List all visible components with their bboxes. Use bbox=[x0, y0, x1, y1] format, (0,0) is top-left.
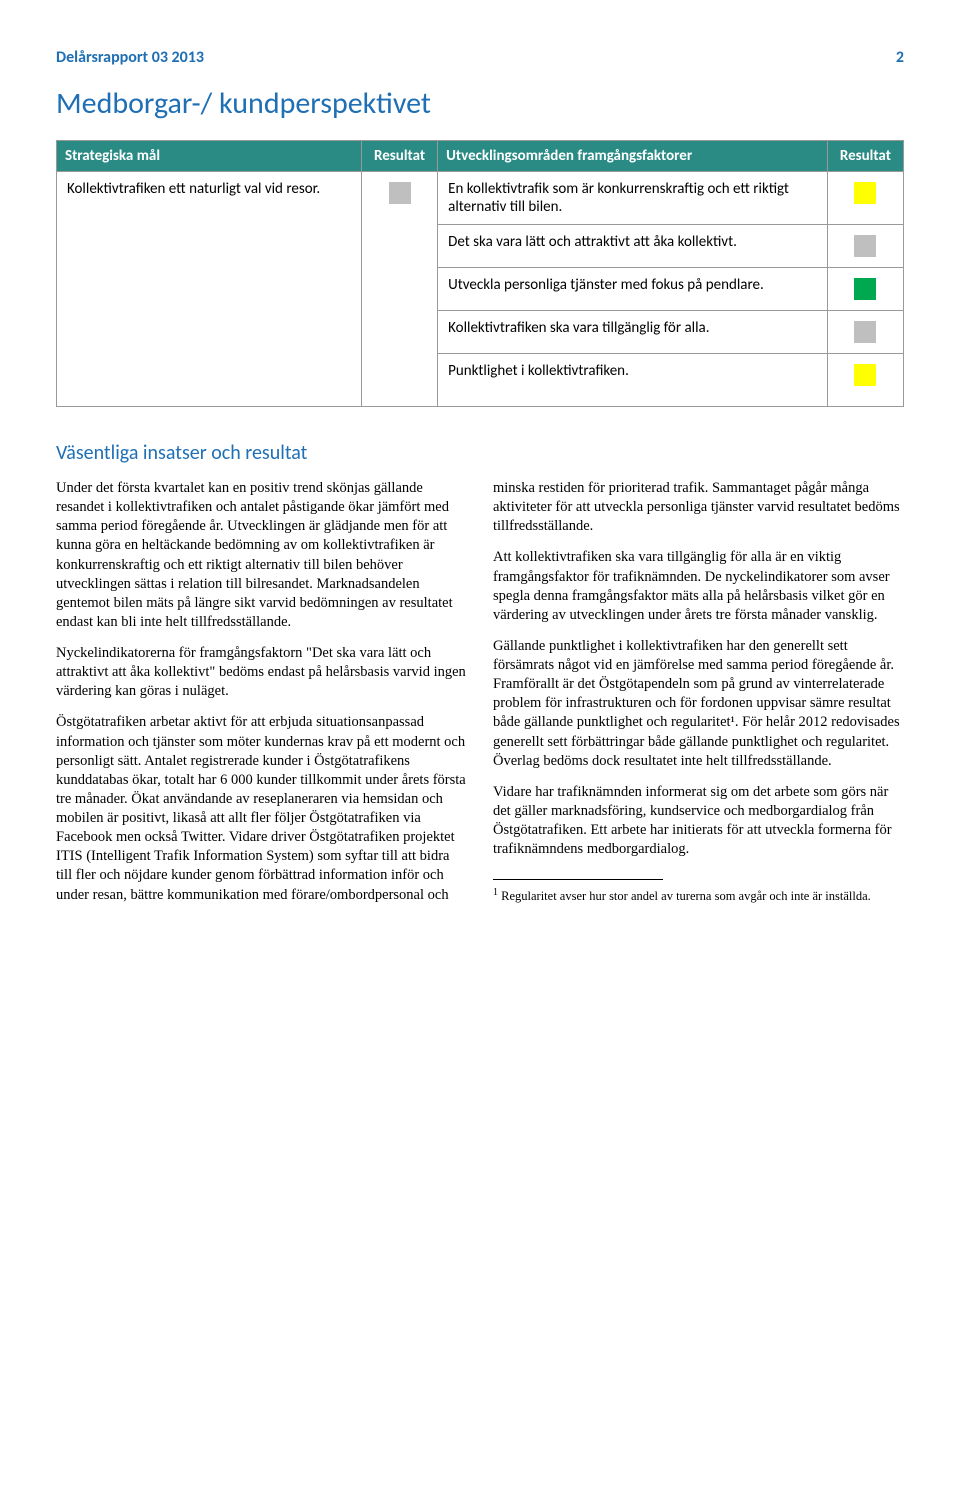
status-swatch bbox=[389, 182, 411, 204]
page: Delårsrapport 03 2013 2 Medborgar-/ kund… bbox=[0, 0, 960, 957]
goals-matrix: Strategiska mål Resultat Utvecklingsområ… bbox=[56, 140, 904, 407]
page-number: 2 bbox=[896, 48, 904, 67]
factor-result-swatch-cell bbox=[827, 172, 903, 225]
body-paragraph: Under det första kvartalet kan en positi… bbox=[56, 479, 467, 632]
factor-result-swatch-cell bbox=[827, 268, 903, 311]
factor-result-swatch-cell bbox=[827, 354, 903, 407]
footnote-text: Regularitet avser hur stor andel av ture… bbox=[501, 889, 871, 903]
factor-cell: Utveckla personliga tjänster med fokus p… bbox=[438, 268, 828, 311]
body-paragraph: Nyckelindikatorerna för framgångsfaktorn… bbox=[56, 644, 467, 701]
col-factors: Utvecklingsområden framgångsfaktorer bbox=[438, 141, 828, 172]
status-swatch bbox=[854, 364, 876, 386]
factor-result-swatch-cell bbox=[827, 225, 903, 268]
col-result-2: Resultat bbox=[827, 141, 903, 172]
running-header: Delårsrapport 03 2013 2 bbox=[56, 48, 904, 67]
body-paragraph: minska restiden för prioriterad trafik. … bbox=[493, 479, 904, 536]
table-row: Kollektivtrafiken ett naturligt val vid … bbox=[57, 172, 904, 225]
factor-cell: Kollektivtrafiken ska vara tillgänglig f… bbox=[438, 311, 828, 354]
body-paragraph: Vidare har trafiknämnden informerat sig … bbox=[493, 783, 904, 860]
status-swatch bbox=[854, 321, 876, 343]
body-paragraph: Att kollektivtrafiken ska vara tillgängl… bbox=[493, 548, 904, 625]
col-result-1: Resultat bbox=[361, 141, 437, 172]
status-swatch bbox=[854, 235, 876, 257]
strategic-goal-cell: Kollektivtrafiken ett naturligt val vid … bbox=[57, 172, 362, 407]
body-col-right: minska restiden för prioriterad trafik. … bbox=[493, 479, 904, 917]
factor-cell: Punktlighet i kollektivtrafiken. bbox=[438, 354, 828, 407]
status-swatch bbox=[854, 278, 876, 300]
doc-title: Delårsrapport 03 2013 bbox=[56, 48, 204, 67]
body-paragraph: Östgötatrafiken arbetar aktivt för att e… bbox=[56, 713, 467, 904]
footnote-marker: 1 bbox=[493, 887, 498, 898]
status-swatch bbox=[854, 182, 876, 204]
section-title: Medborgar-/ kundperspektivet bbox=[56, 85, 904, 122]
factor-cell: Det ska vara lätt och attraktivt att åka… bbox=[438, 225, 828, 268]
body-paragraph: Gällande punktlighet i kollektivtrafiken… bbox=[493, 637, 904, 771]
subheading: Väsentliga insatser och resultat bbox=[56, 441, 904, 465]
factor-cell: En kollektivtrafik som är konkurrenskraf… bbox=[438, 172, 828, 225]
factor-result-swatch-cell bbox=[827, 311, 903, 354]
body-col-left: Under det första kvartalet kan en positi… bbox=[56, 479, 467, 917]
table-header-row: Strategiska mål Resultat Utvecklingsområ… bbox=[57, 141, 904, 172]
strategic-result-swatch-cell bbox=[361, 172, 437, 407]
footnote-separator bbox=[493, 879, 663, 880]
footnote: 1 Regularitet avser hur stor andel av tu… bbox=[493, 886, 904, 904]
body-columns: Under det första kvartalet kan en positi… bbox=[56, 479, 904, 917]
col-strategic-goals: Strategiska mål bbox=[57, 141, 362, 172]
